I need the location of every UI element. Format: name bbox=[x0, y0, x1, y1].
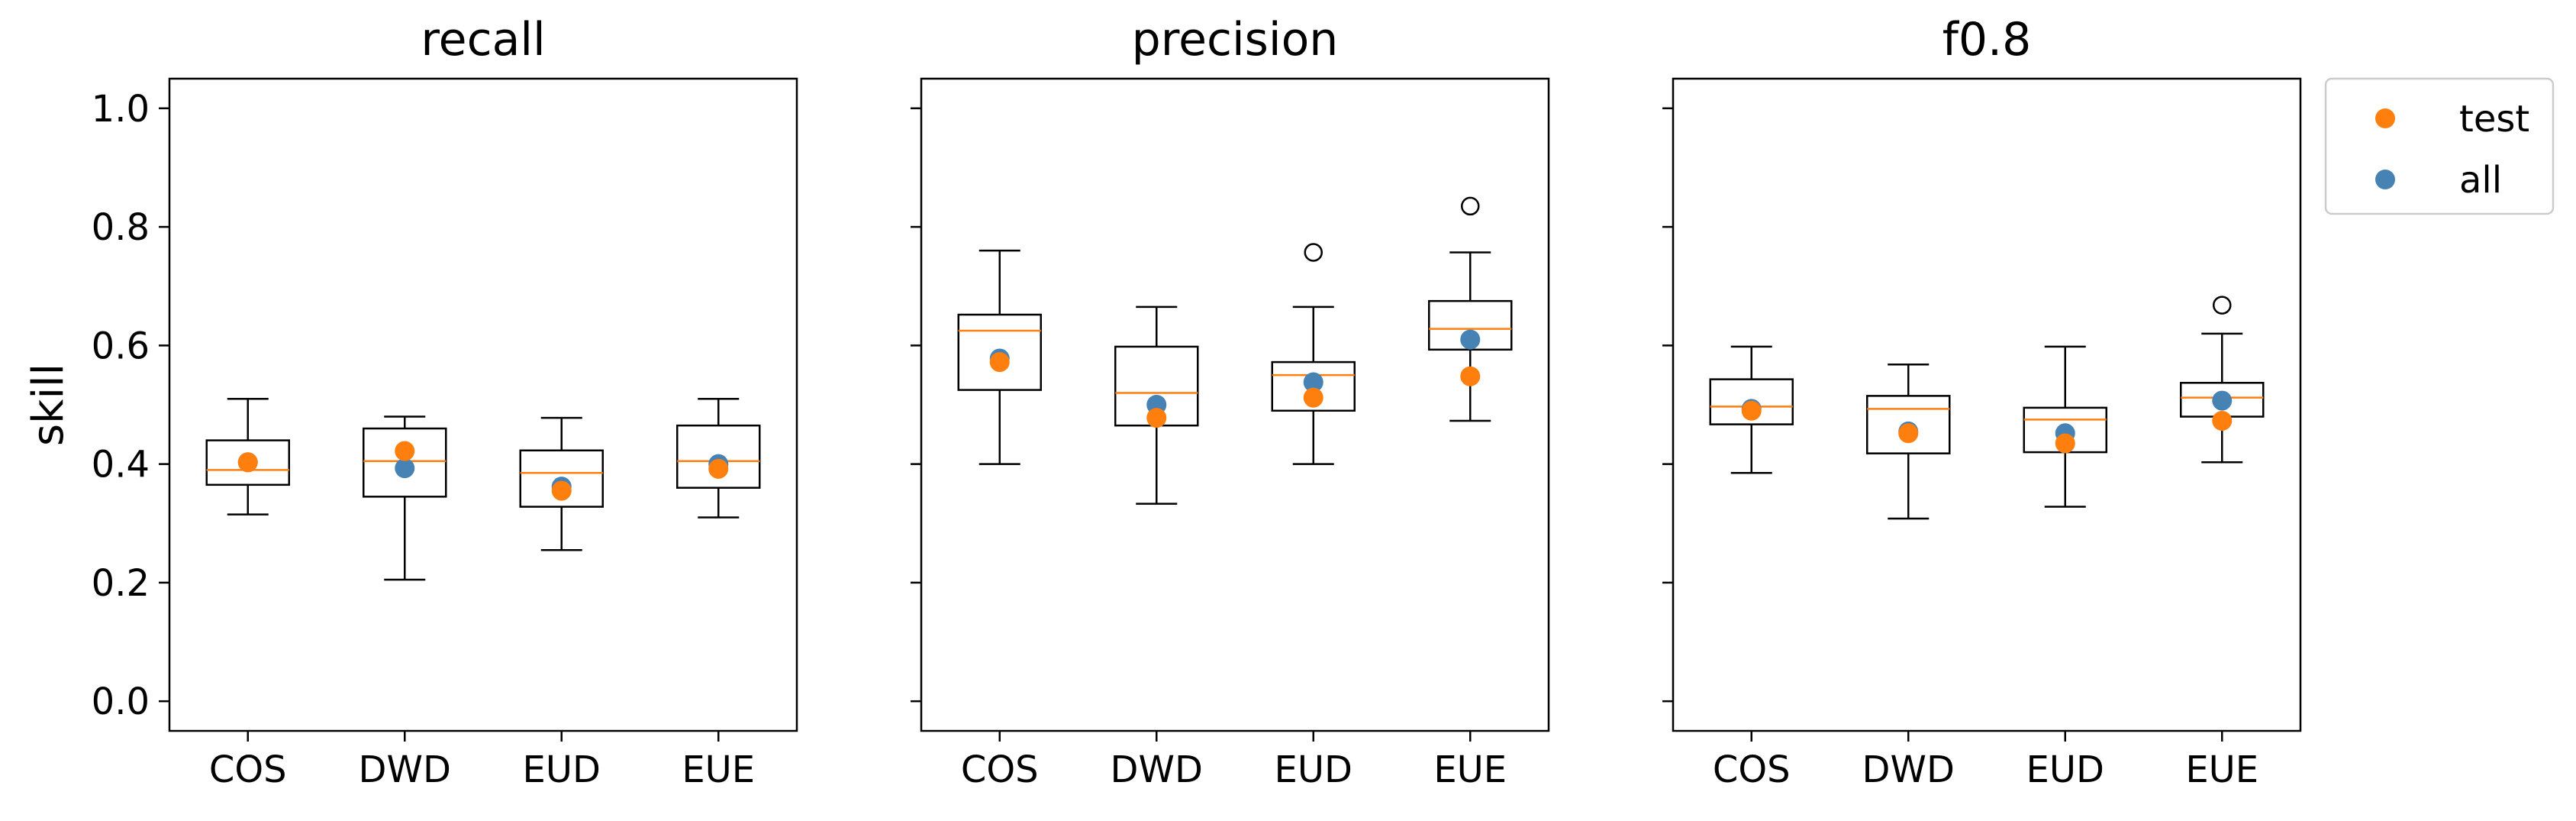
box-eue: EUE bbox=[1428, 196, 1513, 791]
y-tick-label: 0.8 bbox=[92, 206, 150, 249]
all-point bbox=[1460, 329, 1481, 350]
panel-title: precision bbox=[1132, 13, 1339, 66]
flier-point bbox=[2213, 296, 2232, 315]
box-iqr bbox=[1271, 360, 1356, 412]
x-tick-label: EUD bbox=[2026, 748, 2104, 791]
legend-marker-test bbox=[2375, 108, 2395, 128]
all-point bbox=[1303, 372, 1323, 393]
box-dwd: DWD bbox=[1862, 363, 1955, 791]
y-tick-label: 0.4 bbox=[92, 444, 150, 486]
box-iqr bbox=[1428, 299, 1513, 351]
legend-label-test: test bbox=[2459, 98, 2529, 141]
y-axis-label: skill bbox=[24, 364, 73, 446]
test-point bbox=[1460, 366, 1481, 386]
test-point bbox=[237, 452, 258, 473]
all-point bbox=[395, 458, 415, 479]
box-iqr bbox=[957, 313, 1042, 391]
test-point bbox=[2212, 410, 2233, 431]
panel-f0-8: f0.8 COS DWD EUD EUE bbox=[1662, 13, 2302, 791]
test-point bbox=[1741, 400, 1762, 421]
panel-frame bbox=[168, 77, 798, 732]
box-eud: EUD bbox=[2023, 345, 2107, 791]
x-tick-label: EUE bbox=[682, 748, 755, 791]
panel-recall: recall 0.0 0.2 0.4 0.6 0.8 1.0 COS DWD EUD EUE bbox=[92, 13, 798, 791]
x-tick-label: COS bbox=[1713, 748, 1791, 791]
x-tick-label: EUE bbox=[2185, 748, 2258, 791]
x-tick-label: EUE bbox=[1433, 748, 1507, 791]
y-tick-label: 1.0 bbox=[92, 88, 150, 131]
box-cos: COS bbox=[205, 397, 290, 791]
box-iqr bbox=[519, 449, 604, 508]
panel-precision: precision COS DWD EUD EUE bbox=[911, 13, 1550, 791]
x-tick-label: DWD bbox=[359, 748, 451, 791]
box-eud: EUD bbox=[1271, 243, 1356, 791]
test-point bbox=[551, 480, 572, 501]
x-tick-label: DWD bbox=[1862, 748, 1955, 791]
test-point bbox=[1898, 423, 1919, 444]
all-point bbox=[2212, 390, 2233, 411]
panel-title: recall bbox=[421, 13, 545, 66]
box-dwd: DWD bbox=[359, 415, 451, 791]
legend-label-all: all bbox=[2459, 159, 2502, 202]
box-iqr bbox=[363, 427, 447, 498]
panel-title: f0.8 bbox=[1942, 13, 2032, 66]
box-iqr bbox=[1709, 378, 1794, 425]
flier-point bbox=[1461, 196, 1480, 216]
test-point bbox=[989, 352, 1010, 373]
box-eue: EUE bbox=[2180, 296, 2265, 791]
panel-frame bbox=[1672, 77, 2302, 732]
box-iqr bbox=[1866, 395, 1951, 454]
y-tick-label: 0.2 bbox=[92, 562, 150, 605]
box-iqr bbox=[205, 439, 290, 486]
x-tick-label: DWD bbox=[1111, 748, 1203, 791]
flier-point bbox=[1304, 243, 1323, 262]
box-dwd: DWD bbox=[1111, 305, 1203, 791]
x-tick-label: EUD bbox=[523, 748, 601, 791]
x-tick-label: COS bbox=[961, 748, 1039, 791]
test-point bbox=[708, 458, 729, 479]
box-cos: COS bbox=[1709, 345, 1794, 791]
legend: test all bbox=[2324, 77, 2555, 215]
test-point bbox=[2055, 433, 2075, 454]
y-tick-label: 0.6 bbox=[92, 325, 150, 367]
box-eue: EUE bbox=[676, 397, 761, 791]
x-tick-label: COS bbox=[209, 748, 287, 791]
box-eud: EUD bbox=[519, 416, 604, 791]
test-point bbox=[1146, 408, 1167, 428]
panel-frame bbox=[920, 77, 1550, 732]
box-cos: COS bbox=[957, 249, 1042, 791]
legend-marker-all bbox=[2375, 170, 2395, 189]
x-tick-label: EUD bbox=[1275, 748, 1352, 791]
y-tick-label: 0.0 bbox=[92, 680, 150, 723]
box-iqr bbox=[676, 424, 761, 489]
test-point bbox=[1303, 387, 1323, 408]
test-point bbox=[395, 441, 415, 461]
